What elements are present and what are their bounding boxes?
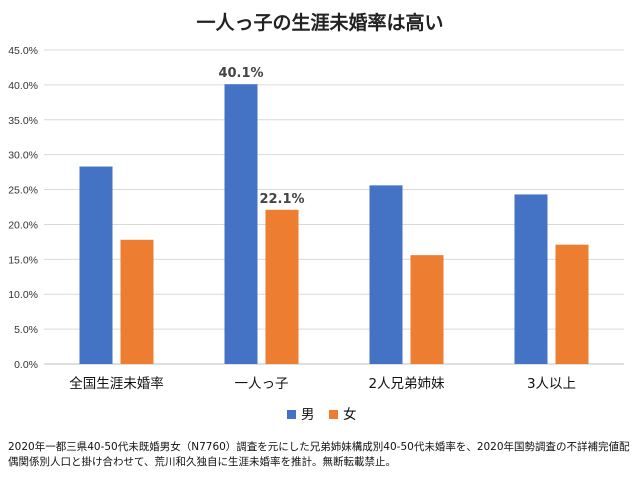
legend-label: 男: [301, 407, 315, 423]
bar-female: [555, 244, 589, 364]
y-axis-tick-labels: 0.0% 5.0% 10.0% 15.0% 20.0% 25.0% 30.0% 35.0% 40…: [8, 45, 38, 371]
legend-swatch: [329, 410, 338, 419]
y-tick-label: 15.0%: [8, 254, 38, 266]
bar-male: [224, 84, 258, 365]
bar-male: [514, 194, 548, 364]
y-tick-label: 30.0%: [8, 150, 38, 162]
y-tick-label: 25.0%: [8, 185, 38, 197]
legend: 男女: [287, 406, 357, 423]
footnote: 2020年一都三県40-50代未既婚男女（N7760）調査を元にした兄弟姉妹構成…: [8, 441, 630, 468]
y-tick-label: 5.0%: [14, 324, 38, 336]
legend-swatch: [287, 410, 296, 419]
x-axis-category-labels: 全国生涯未婚率 一人っ子 2人兄弟姉妹 3人以上: [69, 375, 576, 392]
data-labels: 40.1% 22.1%: [218, 66, 304, 207]
y-tick-label: 35.0%: [8, 115, 38, 127]
bars: [79, 84, 589, 365]
x-category-label: 2人兄弟姉妹: [368, 376, 445, 392]
x-category-label: 全国生涯未婚率: [69, 375, 164, 392]
x-category-label: 一人っ子: [235, 376, 289, 392]
legend-label: 女: [343, 406, 357, 423]
data-label: 40.1%: [218, 66, 263, 81]
chart-title: 一人っ子の生涯未婚率は高い: [196, 12, 444, 34]
bar-chart: 0.0% 5.0% 10.0% 15.0% 20.0% 25.0% 30.0% 35.0% 40…: [8, 45, 624, 423]
y-tick-label: 45.0%: [8, 45, 38, 57]
data-label: 22.1%: [259, 192, 304, 207]
bar-female: [410, 255, 444, 364]
bar-female: [120, 239, 154, 364]
y-tick-label: 0.0%: [14, 359, 38, 371]
bar-male: [369, 185, 403, 364]
x-category-label: 3人以上: [527, 376, 576, 392]
bar-male: [79, 166, 113, 364]
y-tick-label: 40.0%: [8, 80, 38, 92]
y-tick-label: 10.0%: [8, 289, 38, 301]
y-tick-label: 20.0%: [8, 219, 38, 231]
bar-female: [265, 209, 299, 364]
